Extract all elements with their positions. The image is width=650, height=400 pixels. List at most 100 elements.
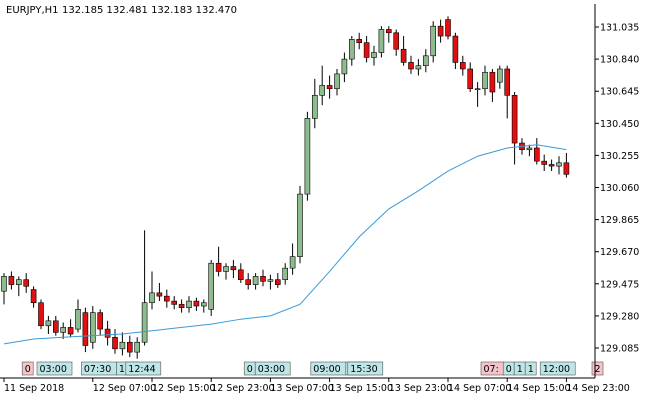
- candle-body-bull: [348, 39, 355, 60]
- candle-body-bear: [408, 62, 414, 70]
- candle: [445, 16, 451, 40]
- candle: [400, 36, 407, 66]
- time-tag: 03:00: [36, 361, 73, 376]
- candle: [45, 315, 52, 335]
- candle-body-bull: [119, 341, 126, 350]
- candle: [563, 152, 570, 178]
- candle: [171, 296, 177, 310]
- candle-body-bear: [67, 327, 74, 335]
- candle-body-bull: [90, 312, 96, 343]
- candle: [104, 320, 111, 346]
- candle-body-bear: [230, 266, 237, 271]
- candle-body-bull: [297, 193, 303, 257]
- candle-body-bull: [304, 118, 311, 195]
- candle: [149, 271, 155, 310]
- y-tick-label: 130.840: [600, 55, 639, 66]
- candle-body-bear: [548, 164, 555, 167]
- candle-body-bull: [149, 292, 155, 304]
- candle: [348, 36, 355, 66]
- candle: [245, 273, 251, 290]
- candle: [141, 230, 148, 346]
- candle-body-bear: [437, 25, 444, 37]
- candle-body-bear: [238, 269, 244, 280]
- x-tick-label: 11 Sep 2018: [4, 383, 64, 394]
- y-tick-label: 130.255: [600, 151, 639, 162]
- candle-body-bear: [260, 276, 266, 282]
- y-tick-label: 129.085: [600, 344, 639, 355]
- candle: [112, 329, 118, 354]
- candle: [511, 92, 518, 165]
- y-tick-label: 130.645: [600, 87, 639, 98]
- candle: [60, 322, 67, 339]
- time-tag-label: 1: [517, 364, 523, 375]
- candle-body-bull: [141, 302, 148, 343]
- candle: [533, 138, 540, 165]
- candle-body-bear: [385, 29, 392, 34]
- candle-body-bull: [474, 88, 481, 91]
- candle-body-bear: [459, 62, 466, 70]
- candle: [459, 55, 466, 76]
- time-tag: 07:: [480, 361, 505, 376]
- x-tick-label: 14 Sep 23:00: [566, 383, 629, 394]
- candle: [230, 259, 237, 279]
- candle-body-bull: [208, 262, 214, 310]
- time-tag-label: 12:44: [128, 364, 155, 375]
- candle-body-bear: [215, 262, 222, 272]
- candle: [482, 65, 488, 96]
- candle: [311, 78, 318, 129]
- candle: [474, 82, 481, 107]
- x-tick-label: 13 Sep 23:00: [389, 383, 452, 394]
- candle-body-bear: [511, 95, 518, 144]
- candle: [334, 68, 340, 96]
- time-tag-label: 0: [247, 364, 253, 375]
- candle-body-bear: [356, 39, 363, 43]
- moving-average-layer: [3, 144, 567, 345]
- candle-body-bull: [282, 267, 289, 280]
- time-tag-label: 0: [506, 364, 512, 375]
- candle-body-bear: [104, 328, 111, 338]
- candle-body-bull: [15, 279, 22, 285]
- chart-ohlc: 132.185 132.481 132.183 132.470: [62, 5, 237, 16]
- candle-body-bear: [164, 295, 170, 302]
- candle-body-bull: [556, 162, 562, 167]
- candle: [496, 65, 503, 89]
- candle-body-bear: [156, 292, 163, 297]
- candle-body-bear: [30, 289, 37, 304]
- candle: [385, 26, 392, 43]
- candle-body-bear: [52, 320, 59, 333]
- candle: [15, 276, 22, 297]
- candle: [452, 32, 459, 69]
- time-tag-box: [524, 361, 537, 376]
- time-tag-label: 0: [25, 364, 31, 375]
- x-tick-label: 12 Sep 23:00: [211, 383, 274, 394]
- time-tag-label: 12:00: [543, 364, 570, 375]
- candle-body-bull: [186, 300, 192, 308]
- candle-body-bear: [541, 160, 548, 165]
- candle-body-bull: [430, 25, 437, 57]
- candle: [356, 32, 363, 50]
- candle: [186, 296, 192, 313]
- time-tag-box: [591, 361, 604, 376]
- axes-layer: 131.035 130.840 130.645 130.450 130.255 130.0…: [0, 4, 639, 394]
- candle-body-bear: [127, 341, 133, 353]
- candle: [541, 154, 548, 172]
- candle: [378, 26, 385, 58]
- candle: [556, 156, 562, 175]
- candle-body-bull: [75, 309, 81, 330]
- candle-body-bull: [415, 65, 422, 70]
- candle-body-bull: [289, 256, 296, 269]
- candle: [178, 299, 185, 313]
- candle-body-bull: [341, 58, 348, 75]
- candle: [289, 243, 296, 275]
- time-tags-layer: 003:0007:301112:44003:0009:001115:3007:0…: [21, 361, 604, 376]
- time-tag-label: 03:00: [258, 364, 285, 375]
- candle-body-bear: [445, 19, 451, 37]
- candle-body-bull: [267, 279, 274, 282]
- candle-body-bear: [112, 336, 118, 350]
- candle-body-bear: [82, 312, 89, 346]
- candle-body-bull: [201, 302, 207, 307]
- candle: [30, 286, 37, 308]
